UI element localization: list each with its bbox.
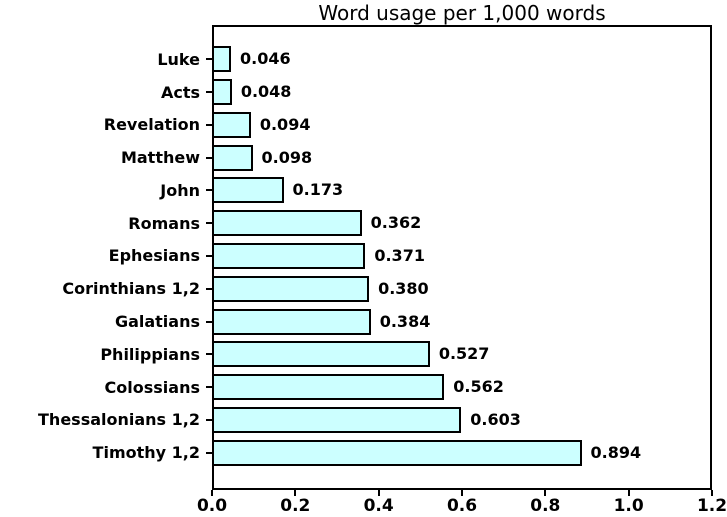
category-label: Timothy 1,2 [92,443,200,463]
x-tick-label: 0.0 [196,496,228,516]
category-label: Ephesians [108,246,200,266]
x-tick-mark [627,490,630,496]
category-label: Galatians [114,312,200,331]
bar-row: 0.048 [206,76,710,109]
bar-row: 0.173 [206,174,710,207]
value-label: 0.603 [470,409,521,429]
bar-row: 0.094 [206,109,710,142]
chart-title: Word usage per 1,000 words [318,1,606,25]
x-tick-label: 0.6 [446,496,478,516]
value-label: 0.048 [240,82,292,102]
value-label: 0.527 [438,344,490,364]
y-tick-mark [206,287,212,290]
x-tick-mark [294,490,297,496]
bar-row: 0.371 [206,240,710,273]
value-label: 0.894 [590,442,642,462]
category-label: Corinthians 1,2 [62,279,200,299]
y-tick-mark [206,353,212,356]
y-tick-mark [206,189,212,192]
value-label: 0.371 [374,245,425,265]
bar [212,374,445,401]
y-tick-mark [206,91,212,94]
y-tick-mark [206,320,212,323]
y-tick-mark [206,123,212,126]
category-label: Philippians [100,344,200,364]
value-label: 0.173 [292,180,344,200]
y-tick-mark [206,58,212,61]
category-label: Luke [157,49,200,69]
bar [212,275,370,302]
bar [212,439,582,466]
bar [212,111,251,138]
bar-row: 0.527 [206,338,710,371]
value-label: 0.380 [378,278,429,298]
plot-area: 0.046 0.048 0.094 0.098 0.173 0.362 0.371 0.380… [206,25,712,490]
bar [212,177,284,204]
x-tick-label: 1.2 [696,496,727,516]
x-tick-label: 0.4 [363,496,394,516]
y-tick-mark [206,451,212,454]
bar-row: 0.562 [206,371,710,404]
category-labels-column: Luke Acts Revelation Matthew John Romans Ephes… [0,25,200,490]
bar-row: 0.380 [206,272,710,305]
category-label: Revelation [103,115,200,135]
value-label: 0.094 [259,114,311,134]
x-tick-label: 0.2 [280,496,311,516]
bar [212,144,253,171]
y-tick-mark [206,418,212,421]
category-label: Matthew [120,148,200,168]
x-tick-mark [544,490,547,496]
y-tick-mark [206,254,212,257]
x-axis: 0.0 0.2 0.4 0.6 0.8 1.0 1.2 [197,490,727,517]
category-label: Acts [160,82,200,102]
category-label: Thessalonians 1,2 [38,410,200,430]
bar [212,406,462,433]
value-label: 0.362 [370,213,422,233]
category-label: Romans [128,213,200,233]
bar [212,242,366,269]
bar-row: 0.098 [206,141,710,174]
x-tick-label: 0.8 [530,496,561,516]
bar [212,79,232,106]
value-label: 0.098 [261,147,313,167]
y-tick-mark [206,222,212,225]
x-tick-mark [377,490,380,496]
bar-row: 0.046 [206,43,710,76]
category-label: Colossians [104,377,200,397]
bar [212,210,362,237]
bar-row: 0.362 [206,207,710,240]
bar [212,46,231,73]
bar-row: 0.603 [206,403,710,436]
bar-row: 0.894 [206,436,710,469]
value-label: 0.384 [379,311,431,331]
x-tick-label: 1.0 [613,496,644,516]
category-label: John [160,180,200,200]
value-label: 0.046 [240,49,291,69]
y-tick-mark [206,386,212,389]
x-tick-mark [211,490,213,496]
x-tick-mark [711,490,713,496]
value-label: 0.562 [453,377,504,397]
x-tick-mark [461,490,463,496]
bar [212,341,430,368]
bar-row: 0.384 [206,305,710,338]
bar [212,308,371,335]
y-tick-mark [206,156,212,159]
